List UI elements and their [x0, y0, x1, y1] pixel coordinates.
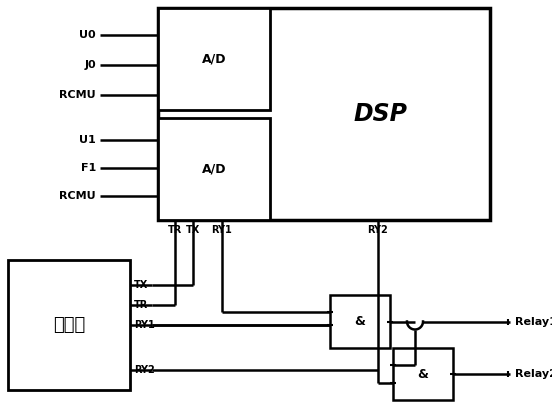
Text: RCMU: RCMU — [60, 191, 96, 201]
Text: U1: U1 — [79, 135, 96, 145]
Bar — [393, 348, 453, 400]
Text: A/D: A/D — [201, 53, 226, 65]
Text: U0: U0 — [79, 30, 96, 40]
Text: RY1: RY1 — [134, 320, 155, 330]
Text: Relay2: Relay2 — [515, 369, 552, 379]
Text: &: & — [417, 367, 428, 381]
Text: RCMU: RCMU — [60, 90, 96, 100]
Text: RY2: RY2 — [134, 365, 155, 375]
Text: RY1: RY1 — [211, 225, 232, 235]
Bar — [158, 118, 270, 220]
Bar — [158, 8, 490, 220]
Text: TR: TR — [134, 300, 148, 310]
Bar — [8, 260, 130, 390]
Text: TX: TX — [134, 280, 148, 290]
Text: TX: TX — [186, 225, 200, 235]
Text: F1: F1 — [81, 163, 96, 173]
Bar — [330, 295, 390, 348]
Text: Relay1: Relay1 — [515, 316, 552, 326]
Bar — [158, 8, 270, 110]
Text: J0: J0 — [84, 60, 96, 70]
Text: &: & — [354, 315, 365, 328]
Text: A/D: A/D — [201, 162, 226, 175]
Text: TR: TR — [168, 225, 182, 235]
Text: 看门狗: 看门狗 — [53, 316, 85, 334]
Text: DSP: DSP — [353, 102, 407, 126]
Text: RY2: RY2 — [368, 225, 389, 235]
